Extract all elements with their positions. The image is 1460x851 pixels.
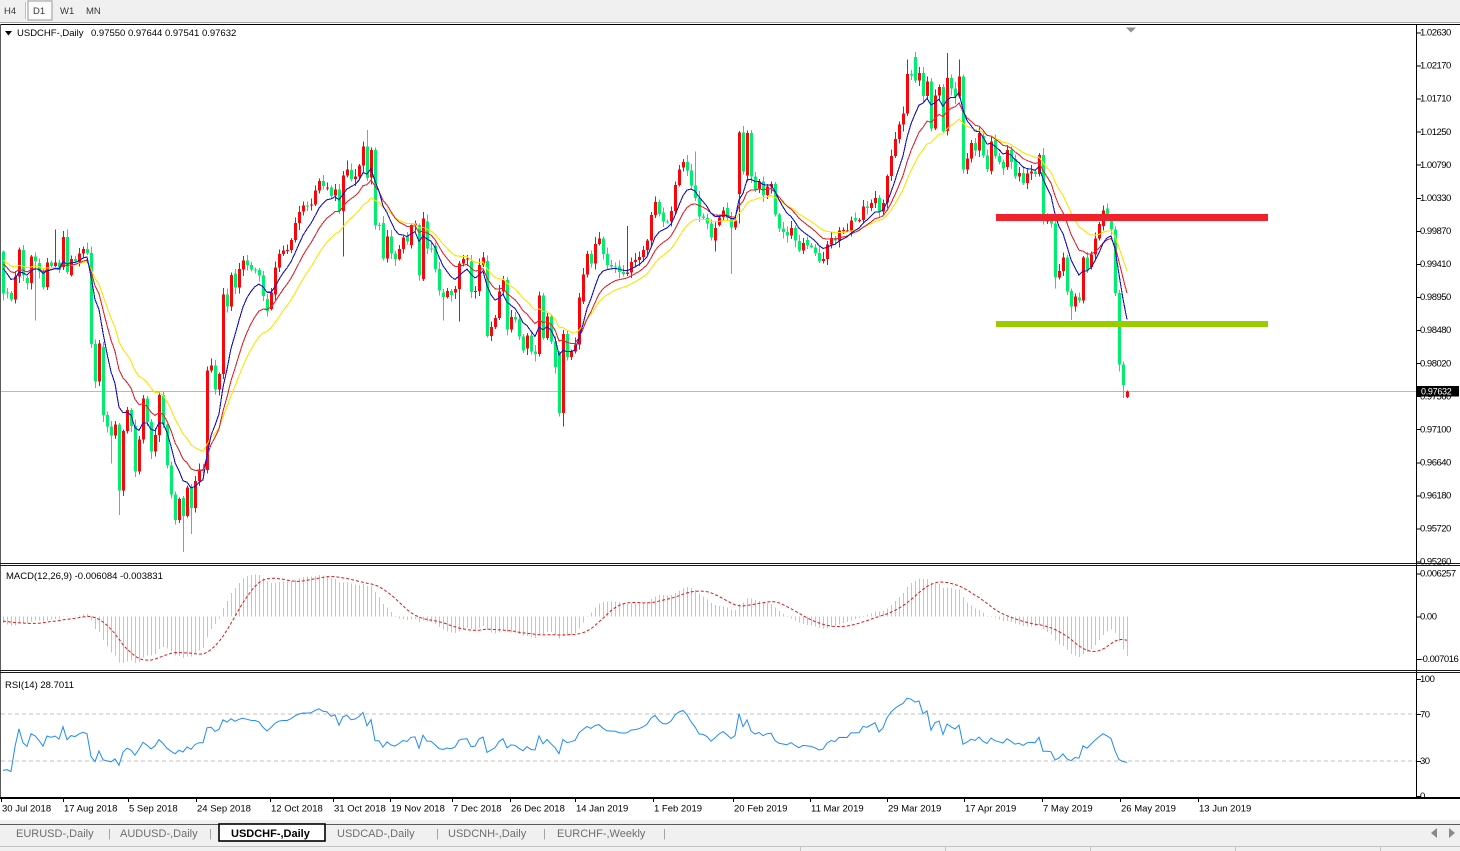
svg-text:26 May 2019: 26 May 2019 (1121, 804, 1176, 815)
svg-text:0.98020: 0.98020 (1420, 358, 1451, 369)
svg-text:12 Oct 2018: 12 Oct 2018 (271, 804, 323, 815)
svg-text:1.00330: 1.00330 (1420, 193, 1451, 204)
svg-text:EURUSD-,Daily: EURUSD-,Daily (16, 828, 94, 840)
svg-text:|: | (543, 828, 546, 840)
svg-text:30 Jul 2018: 30 Jul 2018 (2, 804, 51, 815)
svg-text:|: | (108, 828, 111, 840)
svg-text:0.96180: 0.96180 (1420, 491, 1451, 502)
svg-text:0.97632: 0.97632 (1421, 387, 1452, 397)
svg-text:31 Oct 2018: 31 Oct 2018 (334, 804, 386, 815)
svg-text:30: 30 (1420, 756, 1430, 767)
svg-text:0.96640: 0.96640 (1420, 458, 1451, 469)
svg-text:7 May 2019: 7 May 2019 (1043, 804, 1093, 815)
svg-text:0.97560: 0.97560 (1420, 391, 1451, 402)
svg-text:|: | (436, 828, 439, 840)
svg-text:13 Jun 2019: 13 Jun 2019 (1199, 804, 1251, 815)
svg-text:W1: W1 (60, 6, 74, 17)
svg-text:USDCNH-,Daily: USDCNH-,Daily (448, 828, 527, 840)
svg-text:1.02630: 1.02630 (1420, 28, 1451, 39)
svg-text:0.95720: 0.95720 (1420, 524, 1451, 535)
svg-text:D1: D1 (33, 6, 45, 17)
svg-text:|: | (209, 828, 212, 840)
svg-text:0.006257: 0.006257 (1420, 569, 1456, 580)
svg-text:29 Mar 2019: 29 Mar 2019 (888, 804, 941, 815)
svg-text:1.01710: 1.01710 (1420, 94, 1451, 105)
svg-text:70: 70 (1420, 709, 1430, 720)
svg-text:14 Jan 2019: 14 Jan 2019 (576, 804, 628, 815)
svg-text:7 Dec 2018: 7 Dec 2018 (453, 804, 502, 815)
svg-text:26 Dec 2018: 26 Dec 2018 (511, 804, 565, 815)
svg-text:0.97100: 0.97100 (1420, 424, 1451, 435)
svg-text:1 Feb 2019: 1 Feb 2019 (654, 804, 702, 815)
svg-text:-0.007016: -0.007016 (1420, 654, 1459, 665)
svg-text:RSI(14) 28.7011: RSI(14) 28.7011 (5, 680, 74, 691)
svg-text:MN: MN (86, 6, 101, 17)
svg-text:5 Sep 2018: 5 Sep 2018 (129, 804, 178, 815)
svg-text:17 Aug 2018: 17 Aug 2018 (64, 804, 117, 815)
svg-text:1.01250: 1.01250 (1420, 127, 1451, 138)
svg-text:0.95260: 0.95260 (1420, 557, 1451, 568)
svg-text:0: 0 (1420, 791, 1425, 802)
svg-text:USDCHF-,Daily: USDCHF-,Daily (231, 828, 311, 840)
svg-text:24 Sep 2018: 24 Sep 2018 (197, 804, 251, 815)
svg-text:1.00790: 1.00790 (1420, 160, 1451, 171)
svg-text:USDCAD-,Daily: USDCAD-,Daily (337, 828, 415, 840)
svg-text:H4: H4 (4, 6, 16, 17)
svg-text:11 Mar 2019: 11 Mar 2019 (811, 804, 864, 815)
svg-text:AUDUSD-,Daily: AUDUSD-,Daily (120, 828, 198, 840)
svg-text:1.02170: 1.02170 (1420, 61, 1451, 72)
svg-text:17 Apr 2019: 17 Apr 2019 (965, 804, 1016, 815)
svg-text:USDCHF-,Daily: USDCHF-,Daily (17, 28, 84, 39)
svg-text:0.00: 0.00 (1420, 612, 1437, 623)
svg-text:19 Nov 2018: 19 Nov 2018 (391, 804, 445, 815)
svg-text:MACD(12,26,9) -0.006084 -0.003: MACD(12,26,9) -0.006084 -0.003831 (6, 571, 163, 582)
svg-text:0.98480: 0.98480 (1420, 325, 1451, 336)
svg-text:EURCHF-,Weekly: EURCHF-,Weekly (557, 828, 646, 840)
svg-text:|: | (663, 828, 666, 840)
svg-text:20 Feb 2019: 20 Feb 2019 (734, 804, 787, 815)
svg-text:0.98950: 0.98950 (1420, 292, 1451, 303)
svg-text:0.97550 0.97644 0.97541 0.9763: 0.97550 0.97644 0.97541 0.97632 (91, 28, 236, 39)
svg-text:100: 100 (1420, 674, 1435, 685)
svg-text:0.99870: 0.99870 (1420, 226, 1451, 237)
svg-text:0.99410: 0.99410 (1420, 259, 1451, 270)
